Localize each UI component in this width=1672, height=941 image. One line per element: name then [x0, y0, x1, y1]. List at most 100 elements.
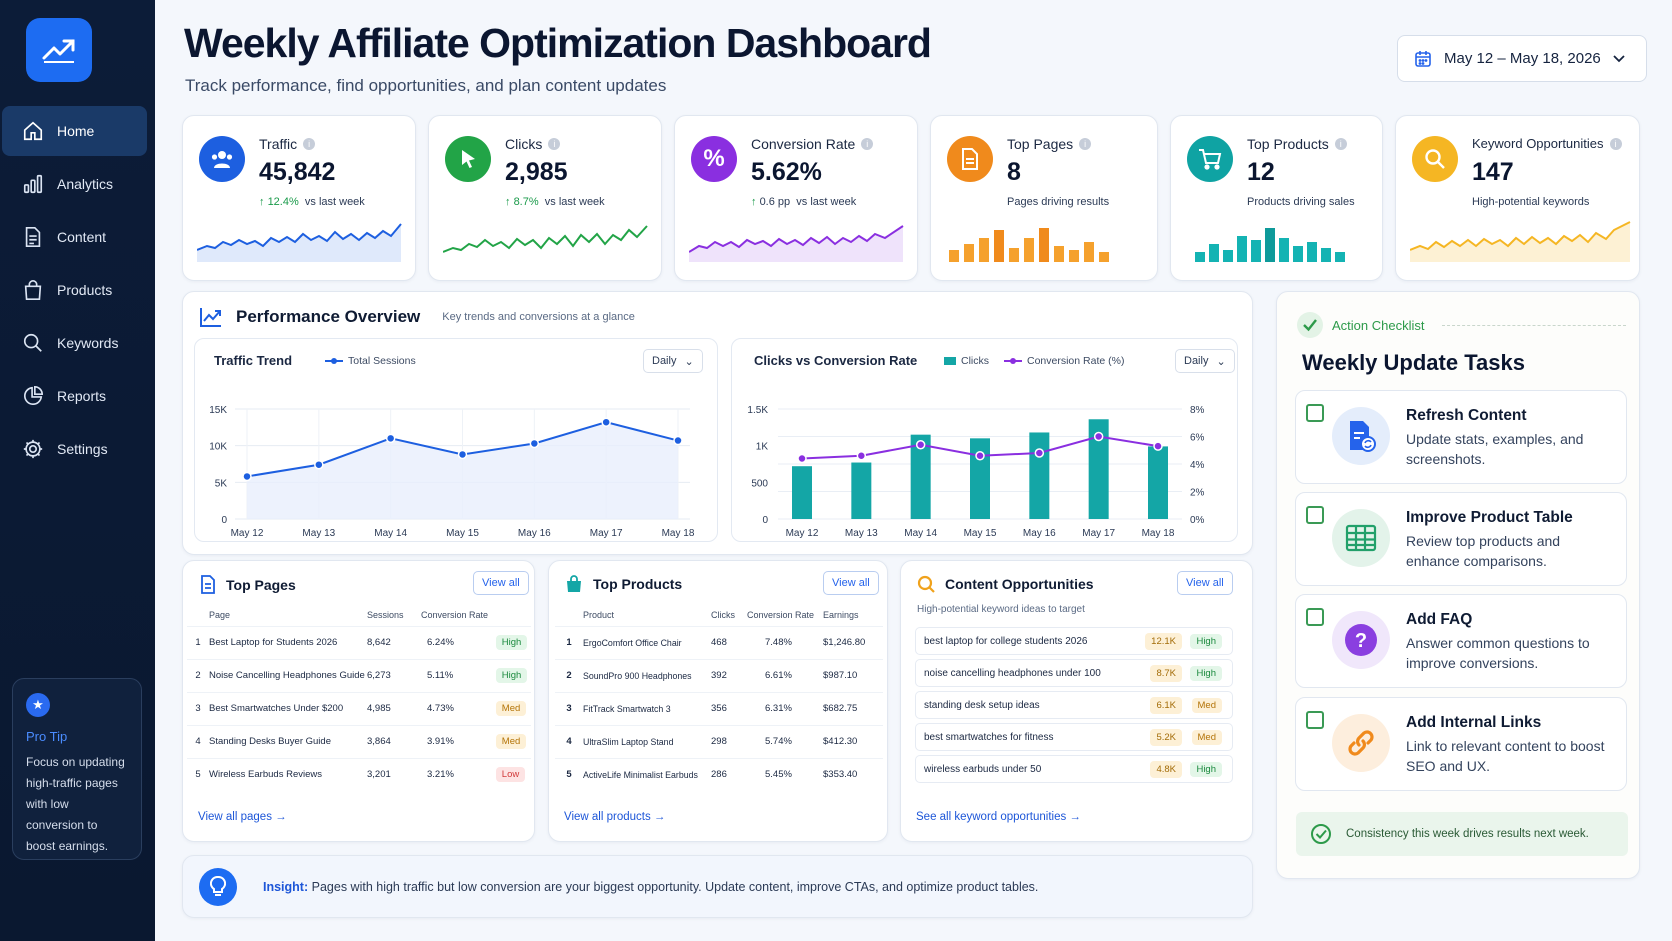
task-title: Add FAQ [1406, 611, 1473, 628]
info-icon[interactable]: i [861, 138, 874, 150]
table-row[interactable]: 3 Best Smartwatches Under $200 4,985 4.73% M… [187, 691, 531, 725]
kpi-card-keyword-opportunities[interactable]: Keyword Opportunities i 147 High-potentia… [1395, 115, 1640, 281]
info-icon[interactable]: i [548, 138, 561, 150]
keyword-text: best smartwatches for fitness [924, 731, 1054, 743]
table-row[interactable]: 1 Best Laptop for Students 2026 8,642 6.24%… [187, 625, 531, 659]
task-checkbox[interactable] [1306, 711, 1324, 729]
view-all-keywords-link[interactable]: See all keyword opportunities → [916, 811, 1081, 823]
sidebar-item-home[interactable]: Home [2, 106, 147, 156]
product-name[interactable]: FitTrack Smartwatch 3 [583, 691, 711, 725]
page-name[interactable]: Wireless Earbuds Reviews [209, 757, 367, 791]
kpi-card-top-pages[interactable]: Top Pages i 8 Pages driving results [930, 115, 1158, 281]
list-item[interactable]: best smartwatches for fitness 5.2K Med [915, 723, 1233, 751]
info-icon[interactable]: i [303, 138, 316, 150]
x-tick-label: May 16 [518, 528, 551, 539]
product-name[interactable]: ErgoComfort Office Chair [583, 625, 711, 659]
task-checkbox[interactable] [1306, 506, 1324, 524]
top-products-table: Product Clicks Conversion Rate Earnings … [555, 604, 883, 791]
list-item[interactable]: standing desk setup ideas 6.1K Med [915, 691, 1233, 719]
page-sessions: 4,985 [367, 691, 421, 725]
sidebar-item-keywords[interactable]: Keywords [2, 318, 147, 368]
page-name[interactable]: Best Laptop for Students 2026 [209, 625, 367, 659]
content-opportunities-panel: Content Opportunities View all High-pote… [900, 560, 1253, 842]
opportunities-view-all-button[interactable]: View all [1177, 571, 1233, 595]
sidebar-item-settings[interactable]: Settings [2, 424, 147, 474]
cvr-interval-dropdown[interactable]: Daily ⌄ [1175, 349, 1235, 373]
sidebar-item-products[interactable]: Products [2, 265, 147, 315]
divider [1442, 324, 1626, 326]
list-item[interactable]: wireless earbuds under 50 4.8K High [915, 755, 1233, 783]
page-sessions: 3,864 [367, 724, 421, 758]
info-icon[interactable]: i [1609, 137, 1622, 150]
task-improve-product-table[interactable]: Improve Product Table Review top product… [1295, 492, 1627, 586]
product-earnings: $353.40 [823, 757, 883, 791]
series-line [246, 421, 679, 478]
legend-label-clicks: Clicks [961, 355, 989, 367]
col-sessions: Sessions [367, 609, 404, 620]
table-row[interactable]: 4 UltraSlim Laptop Stand 298 5.74% $412.30 [555, 724, 883, 758]
page-conversion: 4.73% [421, 691, 496, 725]
task-add-internal-links[interactable]: Add Internal Links Link to relevant cont… [1295, 697, 1627, 791]
x-tick-label: May 13 [302, 528, 335, 539]
y2-tick-label: 0% [1190, 515, 1205, 526]
sidebar-item-reports[interactable]: Reports [2, 371, 147, 421]
kpi-card-conversion-rate[interactable]: % Conversion Rate i 5.62% ↑ 0.6 pp vs las… [674, 115, 918, 281]
task-refresh-content[interactable]: Refresh Content Update stats, examples, … [1295, 390, 1627, 484]
top-products-title: Top Products [593, 576, 683, 592]
sidebar-item-content[interactable]: Content [2, 212, 147, 262]
y-tick-label: 1.5K [747, 405, 768, 416]
table-row[interactable]: 5 ActiveLife Minimalist Earbuds 286 5.45% $3… [555, 757, 883, 791]
kpi-value: 45,842 [259, 158, 336, 186]
kpi-card-top-products[interactable]: Top Products i 12 Products driving sales [1170, 115, 1383, 281]
cursor-icon [445, 136, 491, 182]
keyword-text: noise cancelling headphones under 100 [924, 667, 1101, 679]
task-checkbox[interactable] [1306, 404, 1324, 422]
kpi-delta-label: vs last week [304, 196, 365, 208]
bar-clicks [1088, 419, 1109, 519]
top-products-bars [1195, 228, 1345, 262]
date-range-picker[interactable]: May 12 – May 18, 2026 [1397, 35, 1647, 82]
table-row[interactable]: 2 Noise Cancelling Headphones Guide 6,273 5… [187, 658, 531, 692]
data-point [601, 417, 611, 427]
app-logo[interactable] [26, 18, 92, 82]
page-name[interactable]: Noise Cancelling Headphones Guide [209, 658, 367, 692]
task-add-faq[interactable]: ? Add FAQ Answer common questions to imp… [1295, 594, 1627, 688]
table-row[interactable]: 5 Wireless Earbuds Reviews 3,201 3.21% Low [187, 757, 531, 791]
page-name[interactable]: Best Smartwatches Under $200 [209, 691, 367, 725]
task-checkbox[interactable] [1306, 608, 1324, 626]
info-icon[interactable]: i [1079, 138, 1092, 150]
sidebar-item-label: Analytics [57, 176, 114, 192]
top-products-view-all-button[interactable]: View all [823, 571, 879, 595]
view-all-products-link[interactable]: View all products → [564, 811, 666, 823]
sidebar: Home Analytics Content Products Keywords… [0, 0, 155, 941]
bar-clicks [1148, 446, 1168, 519]
product-name[interactable]: SoundPro 900 Headphones [583, 658, 711, 692]
top-pages-view-all-button[interactable]: View all [473, 571, 529, 595]
product-name[interactable]: ActiveLife Minimalist Earbuds [583, 757, 711, 791]
row-rank: 3 [187, 691, 209, 725]
table-row[interactable]: 3 FitTrack Smartwatch 3 356 6.31% $682.75 [555, 691, 883, 725]
table-row[interactable]: 4 Standing Desks Buyer Guide 3,864 3.91% Med [187, 724, 531, 758]
view-all-pages-link[interactable]: View all pages → [198, 811, 287, 823]
traffic-chart-plot: 0 5K 10K 15K May 12 May 13 May 14 May 15 May 16 M… [209, 405, 695, 539]
date-range-label: May 12 – May 18, 2026 [1444, 50, 1601, 67]
page-conversion: 5.11% [421, 658, 496, 692]
table-row[interactable]: 2 SoundPro 900 Headphones 392 6.61% $987.10 [555, 658, 883, 692]
page-name[interactable]: Standing Desks Buyer Guide [209, 724, 367, 758]
row-rank: 1 [555, 625, 583, 659]
kpi-card-traffic[interactable]: Traffic i 45,842 ↑ 12.4% vs last week [182, 115, 416, 281]
info-icon[interactable]: i [1334, 138, 1347, 150]
traffic-interval-dropdown[interactable]: Daily ⌄ [643, 349, 703, 373]
search-icon [1412, 136, 1458, 182]
product-earnings: $412.30 [823, 724, 883, 758]
list-item[interactable]: best laptop for college students 2026 12.… [915, 627, 1233, 655]
kpi-card-clicks[interactable]: Clicks i 2,985 ↑ 8.7% vs last week [428, 115, 662, 281]
x-tick-label: May 14 [374, 528, 407, 539]
table-row[interactable]: 1 ErgoComfort Office Chair 468 7.48% $1,246.… [555, 625, 883, 659]
product-name[interactable]: UltraSlim Laptop Stand [583, 724, 711, 758]
list-item[interactable]: noise cancelling headphones under 100 8.7… [915, 659, 1233, 687]
row-rank: 3 [555, 691, 583, 725]
overview-title: Performance Overview [236, 307, 421, 326]
x-tick-label: May 12 [231, 528, 264, 539]
sidebar-item-analytics[interactable]: Analytics [2, 159, 147, 209]
